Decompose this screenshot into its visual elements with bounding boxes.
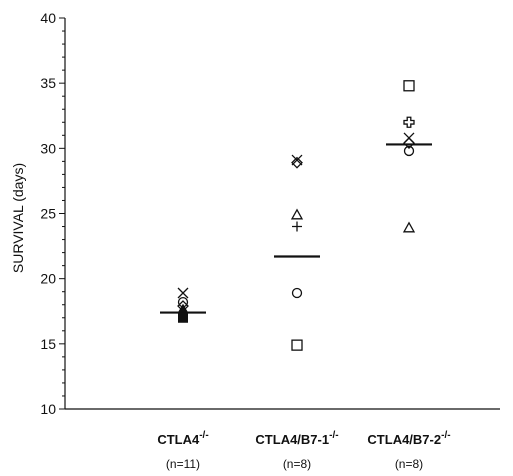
data-point-triangle xyxy=(290,208,304,220)
y-tick-label: 40 xyxy=(40,10,56,26)
axes xyxy=(64,18,500,410)
category-label: CTLA4/B7-1-/- xyxy=(255,430,338,447)
data-point-triangle xyxy=(402,221,416,233)
y-tick-label: 10 xyxy=(40,401,56,417)
category-superscript: -/- xyxy=(199,430,208,441)
category-labels: CTLA4-/-(n=11)CTLA4/B7-1-/-(n=8)CTLA4/B7… xyxy=(157,430,450,471)
category-label-group: CTLA4-/- (n=11) xyxy=(157,430,208,471)
data-point-filled-square xyxy=(178,312,188,323)
y-tick-label: 30 xyxy=(40,140,56,156)
data-point-square xyxy=(291,339,303,351)
data-point-x xyxy=(291,154,303,166)
category-label: CTLA4/B7-2-/- xyxy=(367,430,450,447)
data-point-square xyxy=(403,80,415,92)
data-point-circle xyxy=(403,145,415,157)
y-tick-label: 20 xyxy=(40,271,56,287)
data-point-circle xyxy=(291,287,303,299)
data-point-diamond xyxy=(403,137,415,150)
category-n-label: (n=11) xyxy=(166,457,200,471)
category-superscript: -/- xyxy=(441,430,450,441)
data-point-x xyxy=(177,287,189,299)
data-points xyxy=(177,80,416,351)
category-label-group: CTLA4/B7-2-/- (n=8) xyxy=(367,430,450,471)
y-tick-label: 15 xyxy=(40,336,56,352)
category-label-group: CTLA4/B7-1-/- (n=8) xyxy=(255,430,338,471)
category-n-label: (n=8) xyxy=(283,457,311,471)
data-point-open-cross xyxy=(403,116,415,128)
group-means xyxy=(160,143,432,314)
category-superscript: -/- xyxy=(329,430,338,441)
y-tick-label: 35 xyxy=(40,75,56,91)
y-axis-label: SURVIVAL (days) xyxy=(10,163,26,273)
y-tick-label: 25 xyxy=(40,206,56,222)
y-ticks: 10 15 20 25 30 35 40 xyxy=(40,10,65,417)
data-point-diamond xyxy=(291,156,303,169)
data-point-plus xyxy=(292,221,302,232)
category-n-label: (n=8) xyxy=(395,457,423,471)
category-label: CTLA4-/- xyxy=(157,430,208,447)
